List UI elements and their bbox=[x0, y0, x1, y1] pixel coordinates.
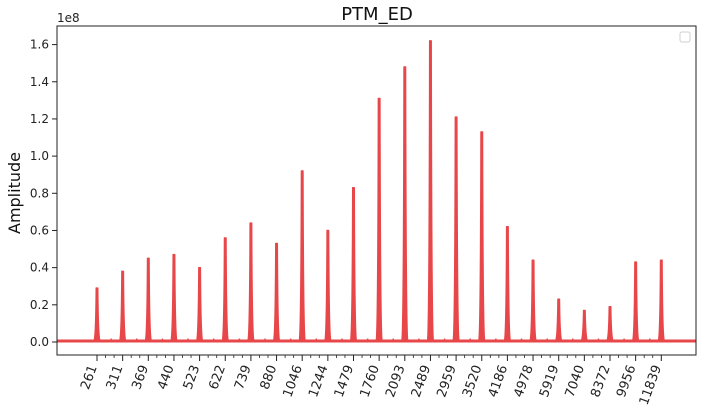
x-tick-label: 523 bbox=[181, 363, 204, 391]
x-tick-label: 880 bbox=[258, 363, 281, 391]
x-tick-label: 4978 bbox=[511, 363, 536, 399]
peak-440 bbox=[170, 253, 178, 342]
x-tick-label: 3520 bbox=[460, 363, 485, 399]
peak-739 bbox=[247, 222, 255, 342]
y-axis-ticks: 0.0 0.2 0.4 0.6 0.8 1.0 1.2 1.4 1.6 bbox=[30, 38, 57, 349]
peak-2959 bbox=[452, 116, 460, 342]
x-tick-label: 2959 bbox=[434, 363, 459, 399]
x-tick-label: 1479 bbox=[332, 363, 357, 399]
x-tick-label: 739 bbox=[232, 363, 255, 391]
x-tick-label: 2489 bbox=[409, 363, 434, 399]
y-tick-label: 0.4 bbox=[30, 261, 49, 275]
x-tick-label: 11839 bbox=[637, 363, 665, 407]
peak-1046 bbox=[298, 170, 306, 342]
x-tick-label: 1046 bbox=[281, 363, 306, 399]
x-tick-label: 9956 bbox=[614, 363, 639, 399]
peak-1760 bbox=[375, 97, 383, 342]
y-tick-label: 0.0 bbox=[30, 335, 49, 349]
y-tick-label: 0.8 bbox=[30, 186, 49, 200]
peak-11839 bbox=[657, 259, 665, 342]
x-tick-label: 622 bbox=[206, 363, 229, 391]
peak-4978 bbox=[529, 259, 537, 342]
y-axis-scale-label: 1e8 bbox=[57, 11, 80, 25]
peak-8372 bbox=[606, 305, 614, 342]
peak-5919 bbox=[555, 298, 563, 342]
peak-4186 bbox=[503, 226, 512, 342]
x-tick-label: 4186 bbox=[486, 363, 511, 399]
y-tick-label: 1.4 bbox=[30, 75, 49, 89]
x-axis-ticks: 261 311 369 440 523 622 739 880 1046 1244 1479 1760… bbox=[78, 355, 665, 407]
y-tick-label: 1.0 bbox=[30, 149, 49, 163]
x-tick-label: 2093 bbox=[383, 363, 408, 399]
y-tick-label: 0.2 bbox=[30, 298, 49, 312]
x-tick-label: 1244 bbox=[306, 363, 331, 399]
peak-7040 bbox=[580, 309, 589, 342]
peak-311 bbox=[118, 270, 127, 342]
x-tick-label: 1760 bbox=[357, 363, 382, 399]
y-tick-label: 0.6 bbox=[30, 223, 49, 237]
x-tick-label: 311 bbox=[104, 363, 127, 391]
x-tick-label: 440 bbox=[155, 363, 178, 391]
x-tick-label: 261 bbox=[78, 363, 101, 391]
peak-369 bbox=[144, 257, 152, 342]
peak-2489 bbox=[426, 40, 435, 342]
plot-frame bbox=[56, 25, 697, 356]
y-tick-label: 1.6 bbox=[30, 38, 49, 52]
y-axis-label: Amplitude bbox=[5, 152, 24, 234]
peak-3520 bbox=[478, 131, 486, 342]
peak-261 bbox=[93, 287, 101, 342]
x-tick-label: 5919 bbox=[537, 363, 562, 399]
peak-622 bbox=[221, 237, 229, 342]
peak-880 bbox=[272, 242, 281, 342]
y-tick-label: 1.2 bbox=[30, 112, 49, 126]
peak-2093 bbox=[401, 66, 409, 342]
x-tick-label: 8372 bbox=[588, 363, 613, 399]
x-tick-label: 369 bbox=[129, 363, 152, 391]
peak-9956 bbox=[631, 261, 640, 342]
chart-title: PTM_ED bbox=[341, 4, 413, 25]
peak-1244 bbox=[324, 229, 332, 342]
peak-523 bbox=[195, 266, 204, 342]
legend-box bbox=[679, 31, 691, 43]
peak-1479 bbox=[349, 187, 358, 342]
x-tick-label: 7040 bbox=[563, 363, 588, 399]
amplitude-series bbox=[57, 40, 696, 343]
